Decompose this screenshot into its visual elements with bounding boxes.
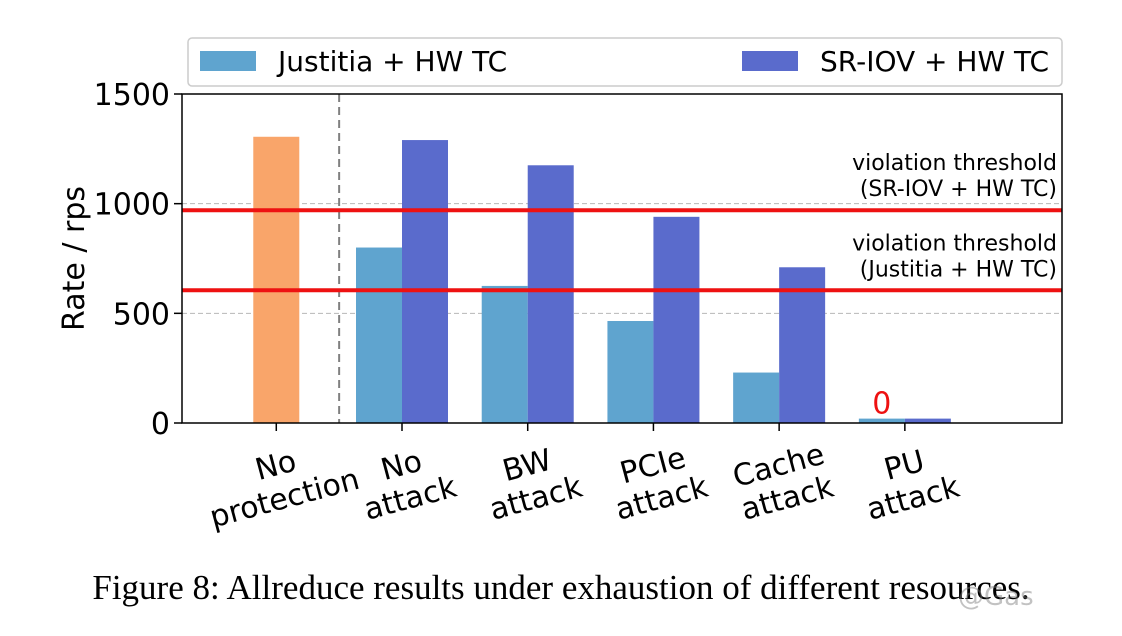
legend xyxy=(187,37,1063,87)
threshold-label-1: (SR-IOV + HW TC) xyxy=(860,177,1057,202)
x-tick-label: Noprotection xyxy=(197,429,363,535)
bar-series-2-1 xyxy=(402,140,448,423)
x-tick-label: Noattack xyxy=(352,437,461,528)
legend-swatch-2 xyxy=(742,51,798,71)
y-tick-label: 500 xyxy=(113,297,170,332)
bar-series-2-3 xyxy=(653,216,700,423)
y-tick-label: 0 xyxy=(151,407,170,442)
y-tick-label: 1500 xyxy=(94,78,170,113)
figure-caption: Figure 8: Allreduce results under exhaus… xyxy=(92,568,1030,607)
bar-series-2-5 xyxy=(904,418,951,423)
bar-series-1-5 xyxy=(858,418,905,423)
x-tick-label: BWattack xyxy=(477,437,586,528)
bar-no-protection xyxy=(253,136,300,423)
legend-label-1: Justitia + HW TC xyxy=(276,45,507,78)
y-tick-label: 1000 xyxy=(94,188,170,223)
chart: violation threshold(SR-IOV + HW TC)viola… xyxy=(57,37,1063,535)
watermark: @Gas xyxy=(958,582,1034,612)
legend-label-2: SR-IOV + HW TC xyxy=(820,45,1049,78)
x-tick-label: PCIeattack xyxy=(603,437,712,528)
bar-series-1-1 xyxy=(356,247,402,423)
bar-series-2-4 xyxy=(779,267,826,423)
zero-annotation: 0 xyxy=(872,387,891,422)
y-axis-label: Rate / rps xyxy=(57,186,92,331)
x-tick-label: Cacheattack xyxy=(729,437,838,528)
bar-series-2-2 xyxy=(527,165,574,424)
x-tick-label: PUattack xyxy=(854,437,963,528)
bar-series-1-2 xyxy=(481,285,528,423)
threshold-label-2: (Justitia + HW TC) xyxy=(860,257,1057,282)
legend-swatch-1 xyxy=(200,51,256,71)
threshold-label-1: violation threshold xyxy=(852,151,1057,176)
bar-series-1-4 xyxy=(733,372,780,423)
plot-frame xyxy=(181,93,1063,424)
threshold-label-2: violation threshold xyxy=(852,231,1057,256)
bar-series-1-3 xyxy=(607,321,654,423)
